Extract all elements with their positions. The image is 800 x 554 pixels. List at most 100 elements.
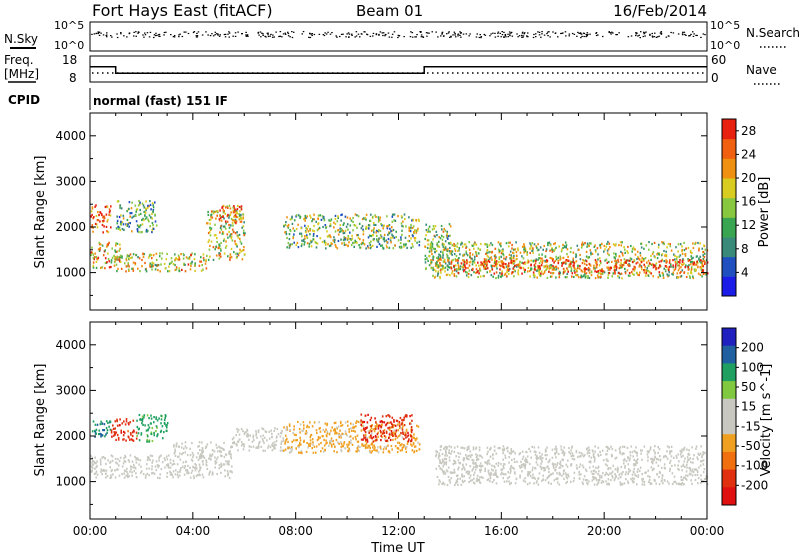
noise-dot	[560, 32, 562, 35]
echo-cell	[543, 244, 545, 248]
echo-cell	[538, 270, 540, 273]
echo-cell	[220, 471, 222, 474]
echo-cell	[314, 241, 317, 244]
noise-dot	[153, 36, 155, 39]
echo-cell	[510, 481, 512, 485]
echo-cell	[99, 432, 101, 435]
echo-cell	[166, 423, 168, 427]
echo-cell	[511, 243, 513, 247]
echo-cell	[518, 263, 521, 266]
echo-cell	[127, 430, 129, 433]
echo-cell	[600, 269, 602, 273]
power-ylabel: Slant Range [km]	[33, 156, 48, 269]
noise-dot	[448, 31, 450, 33]
echo-cell	[315, 246, 318, 249]
echo-cell	[208, 471, 211, 474]
cpid-value: normal (fast) 151 IF	[93, 94, 228, 108]
echo-cell	[624, 458, 626, 461]
echo-cell	[232, 209, 235, 212]
echo-cell	[221, 447, 223, 450]
echo-cell	[439, 262, 441, 265]
echo-cell	[334, 429, 336, 432]
echo-cell	[92, 256, 95, 260]
echo-cell	[439, 448, 442, 452]
echo-cell	[563, 245, 566, 248]
echo-cell	[535, 461, 538, 464]
echo-cell	[618, 244, 620, 247]
echo-cell	[165, 455, 168, 458]
echo-cell	[428, 247, 431, 250]
echo-cell	[96, 226, 99, 229]
echo-cell	[529, 247, 532, 250]
echo-cell	[110, 205, 112, 208]
echo-cell	[573, 458, 576, 461]
echo-cell	[471, 263, 474, 266]
echo-cell	[525, 457, 527, 460]
echo-cell	[129, 465, 132, 468]
echo-cell	[356, 241, 358, 244]
echo-cell	[296, 439, 298, 442]
echo-cell	[477, 247, 480, 250]
noise-dot	[397, 36, 399, 39]
echo-cell	[489, 269, 491, 273]
echo-cell	[146, 472, 149, 475]
echo-cell	[469, 252, 471, 255]
echo-cell	[566, 276, 568, 279]
echo-cell	[698, 260, 701, 263]
echo-cell	[351, 443, 354, 446]
echo-cell	[679, 450, 682, 453]
echo-cell	[333, 236, 335, 239]
noise-dot	[95, 32, 98, 34]
echo-cell	[696, 262, 699, 265]
echo-cell	[297, 420, 299, 424]
echo-cell	[261, 437, 264, 441]
echo-cell	[515, 264, 518, 267]
echo-cell	[234, 218, 237, 221]
noise-dot	[364, 31, 366, 33]
echo-cell	[217, 450, 219, 453]
echo-cell	[313, 213, 315, 216]
echo-cell	[530, 268, 532, 271]
echo-cell	[229, 233, 232, 236]
echo-cell	[540, 458, 542, 461]
echo-cell	[242, 225, 245, 228]
echo-cell	[324, 243, 327, 246]
echo-cell	[235, 220, 238, 223]
echo-cell	[110, 226, 112, 229]
echo-cell	[140, 432, 143, 435]
echo-cell	[467, 272, 470, 275]
noise-dot	[100, 32, 102, 34]
echo-cell	[218, 252, 220, 255]
echo-cell	[407, 431, 409, 434]
nave-label: Nave	[746, 63, 777, 77]
echo-cell	[552, 266, 554, 269]
beam-title: Beam 01	[356, 2, 423, 20]
echo-cell	[578, 276, 580, 279]
echo-cell	[375, 449, 377, 452]
echo-cell	[174, 454, 177, 457]
echo-cell	[513, 266, 515, 269]
noise-dot	[223, 33, 226, 36]
noise-dot	[565, 35, 567, 37]
echo-cell	[484, 262, 487, 265]
echo-cell	[621, 483, 624, 486]
echo-cell	[265, 430, 268, 434]
echo-cell	[346, 434, 348, 437]
echo-cell	[461, 245, 464, 248]
echo-cell	[477, 261, 479, 264]
echo-cell	[129, 253, 132, 256]
echo-cell	[288, 423, 291, 426]
echo-cell	[360, 429, 363, 432]
echo-cell	[228, 463, 230, 466]
echo-cell	[283, 225, 285, 228]
echo-cell	[309, 444, 311, 447]
echo-cell	[129, 215, 131, 218]
noise-dot	[616, 34, 618, 36]
echo-cell	[454, 264, 457, 267]
noise-dot	[510, 31, 513, 33]
echo-cell	[176, 473, 179, 476]
echo-cell	[112, 434, 115, 437]
echo-cell	[506, 264, 509, 268]
echo-cell	[661, 253, 664, 256]
echo-cell	[410, 226, 412, 229]
